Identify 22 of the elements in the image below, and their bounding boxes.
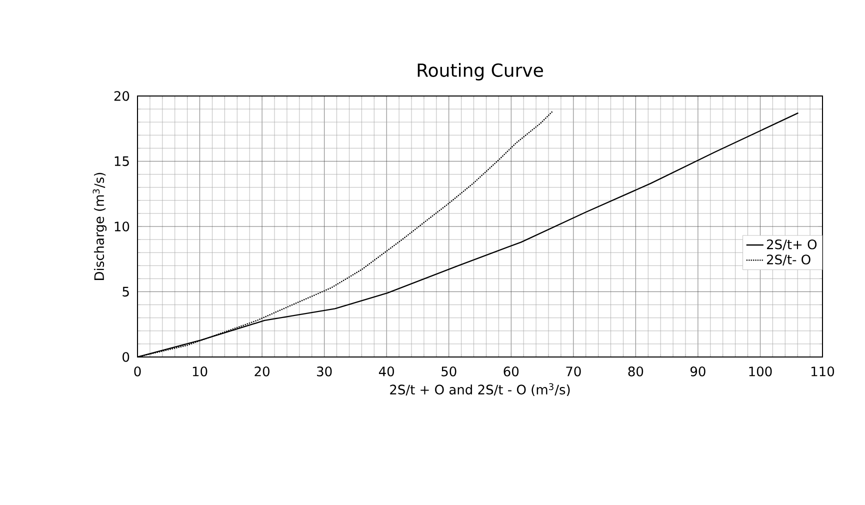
x-tick-label: 100 xyxy=(749,366,772,376)
x-tick-label: 90 xyxy=(690,366,706,376)
x-tick-label: 20 xyxy=(254,366,270,376)
y-tick-label: 5 xyxy=(122,286,129,297)
y-tick-label: 10 xyxy=(114,222,130,232)
x-tick-label: 60 xyxy=(504,366,519,376)
chart-title: Routing Curve xyxy=(418,63,543,80)
x-tick-label: 30 xyxy=(317,366,332,376)
y-tick-label: 15 xyxy=(114,156,129,166)
x-tick-label: 50 xyxy=(442,366,456,376)
legend-label: 2S/t- O xyxy=(767,254,810,266)
y-axis-title: Discharge (m$^{3}$/s) xyxy=(92,172,107,280)
x-tick-label: 110 xyxy=(812,366,834,376)
y-tick-label: 0 xyxy=(122,352,130,362)
y-tick-label: 20 xyxy=(114,91,130,101)
legend-label: 2S/t+ O xyxy=(767,239,817,250)
x-tick-label: 40 xyxy=(378,366,394,376)
x-tick-label: 70 xyxy=(566,366,581,376)
x-axis-title: 2S/t + O and 2S/t - O (m$^{3}$/s) xyxy=(390,383,570,396)
x-tick-label: 0 xyxy=(134,366,141,376)
x-tick-label: 10 xyxy=(192,366,208,376)
x-tick-label: 80 xyxy=(628,366,644,376)
